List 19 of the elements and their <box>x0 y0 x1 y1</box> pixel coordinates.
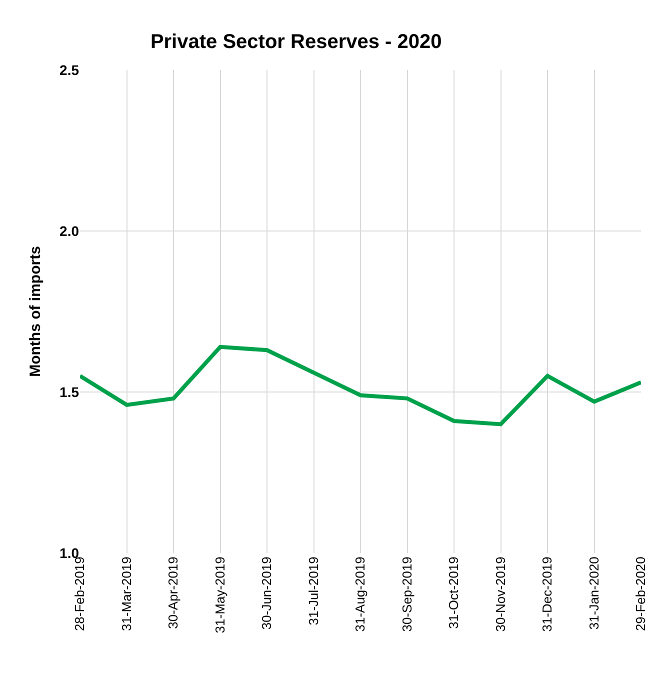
x-tick-label: 29-Feb-2020 <box>633 556 648 632</box>
y-axis-title: Months of imports <box>26 246 44 377</box>
chart-title: Private Sector Reserves - 2020 <box>150 31 442 54</box>
x-tick-label: 31-Dec-2019 <box>540 556 555 632</box>
y-tick-label: 1.5 <box>60 384 80 400</box>
line-series <box>80 344 641 426</box>
x-tick-label: 31-Oct-2019 <box>446 556 462 629</box>
y-tick-label: 2.0 <box>60 222 80 239</box>
x-tick-label: 30-Apr-2019 <box>166 556 181 629</box>
x-tick-label: 28-Feb-2019 <box>72 556 88 632</box>
x-tick-label: 30-Sep-2019 <box>399 556 414 632</box>
x-tick-label: 31-Mar-2019 <box>118 556 134 632</box>
y-tick-label: 2.5 <box>60 62 80 78</box>
x-tick-label: 31-Aug-2019 <box>352 556 368 632</box>
x-tick-label: 30-Jun-2019 <box>259 556 274 630</box>
x-tick-label: 30-Nov-2019 <box>492 556 508 632</box>
x-tick-label: 31-Jan-2020 <box>586 556 602 630</box>
x-tick-label: 31-Jul-2019 <box>306 556 321 626</box>
x-tick-label: 31-May-2019 <box>212 556 228 634</box>
